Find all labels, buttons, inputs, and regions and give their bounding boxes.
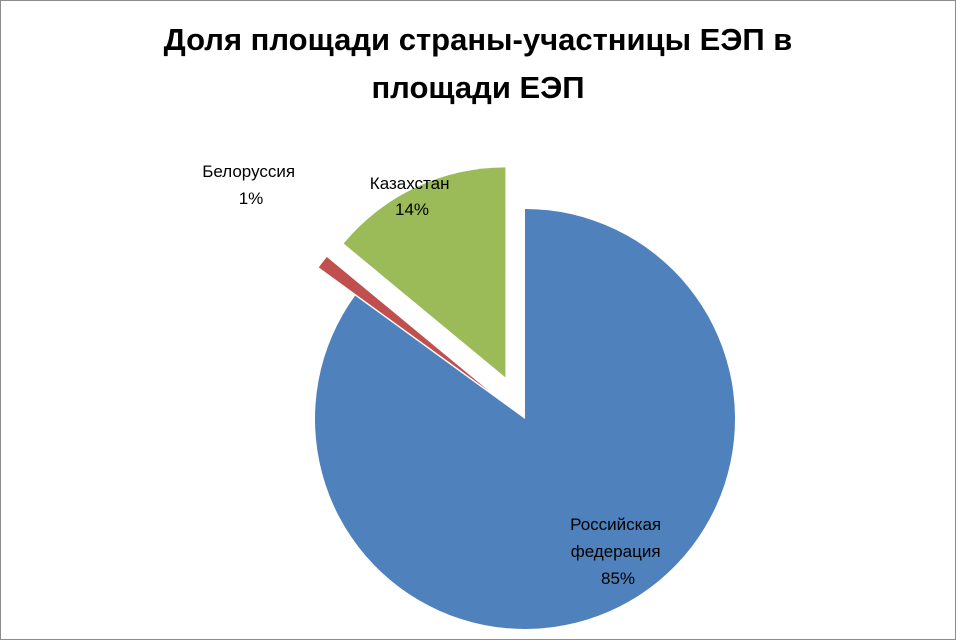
slice-value-kazakhstan: 14% bbox=[395, 200, 429, 219]
slice-label-russia: Российская федерация 85% bbox=[570, 515, 666, 588]
slice-label-russia-line-2: федерация bbox=[571, 542, 661, 561]
slice-label-belarus-line-1: Белоруссия bbox=[202, 162, 295, 181]
slice-label-russia-line-1: Российская bbox=[570, 515, 661, 534]
slice-value-belarus: 1% bbox=[239, 189, 264, 208]
chart-title-line-2: площади ЕЭП bbox=[371, 70, 585, 105]
slice-label-belarus: Белоруссия 1% bbox=[202, 162, 300, 208]
chart-title: Доля площади страны-участницы ЕЭП в площ… bbox=[0, 16, 956, 112]
slice-label-kazakhstan-line-1: Казахстан bbox=[370, 174, 450, 193]
slice-label-kazakhstan: Казахстан 14% bbox=[370, 174, 454, 219]
slice-russia bbox=[315, 209, 736, 629]
slice-value-russia: 85% bbox=[601, 569, 635, 588]
slice-kazakhstan bbox=[343, 167, 506, 378]
chart-title-line-1: Доля площади страны-участницы ЕЭП в bbox=[163, 22, 793, 57]
slice-belarus bbox=[318, 256, 489, 391]
